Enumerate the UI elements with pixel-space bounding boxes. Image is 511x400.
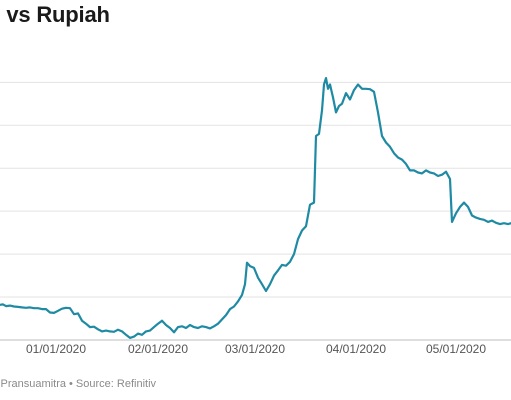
chart-title: S vs Rupiah bbox=[0, 2, 110, 27]
grid-lines bbox=[0, 81, 511, 341]
x-tick-label: 03/01/2020 bbox=[225, 342, 285, 356]
x-tick-label: 01/01/2020 bbox=[26, 342, 86, 356]
x-tick-label: 02/01/2020 bbox=[128, 342, 188, 356]
footer-source: s Pransuamitra • Source: Refinitiv bbox=[0, 378, 157, 390]
x-tick-label: 04/01/2020 bbox=[326, 342, 386, 356]
x-tick-label: 05/01/2020 bbox=[426, 342, 486, 356]
x-axis-ticks: 01/01/2020 02/01/2020 03/01/2020 04/01/2020… bbox=[26, 342, 486, 356]
series-line bbox=[0, 77, 511, 339]
line-chart: 01/01/2020 02/01/2020 03/01/2020 04/01/2020… bbox=[0, 77, 511, 356]
